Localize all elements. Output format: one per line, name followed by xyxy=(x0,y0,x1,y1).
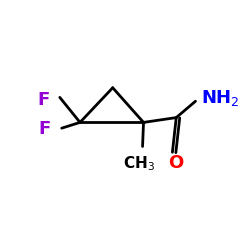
Text: F: F xyxy=(37,91,49,109)
Text: F: F xyxy=(39,120,51,138)
Text: O: O xyxy=(168,154,183,172)
Text: NH$_2$: NH$_2$ xyxy=(201,88,240,108)
Text: CH$_3$: CH$_3$ xyxy=(123,154,155,173)
